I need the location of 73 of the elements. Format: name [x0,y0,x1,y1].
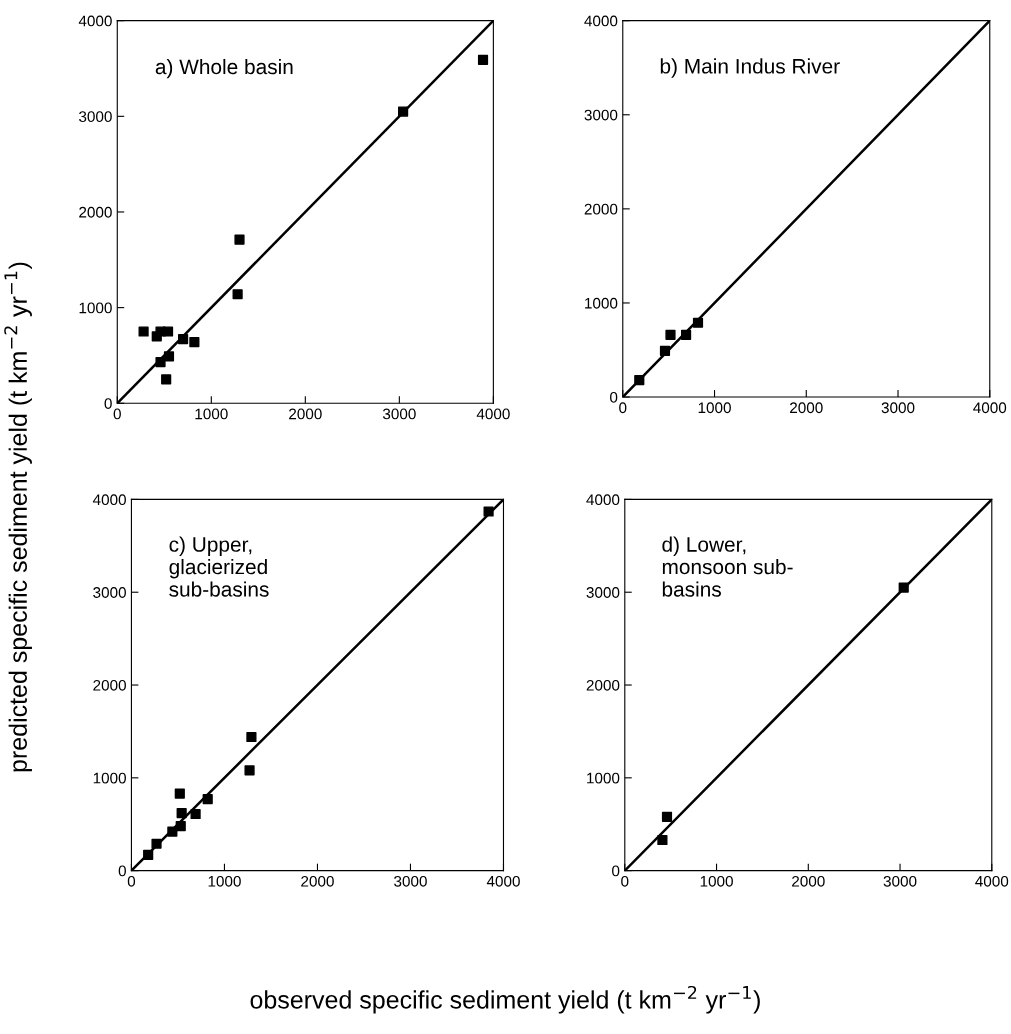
y-tick-label: 1000 [587,772,620,784]
point [665,329,676,341]
point [162,326,174,337]
point [246,731,257,743]
annotation: a) Whole basin [155,58,293,79]
point [898,582,909,593]
y-tick-label: 1000 [585,297,618,309]
y-tick-label: 3000 [584,109,618,121]
annotation: b) Main Indus River [660,58,840,78]
x-tick-label: 0 [127,875,136,887]
point [175,820,186,832]
point [659,345,671,357]
point [244,765,255,776]
y-tick-label: 4000 [586,494,620,506]
x-tick-label: 1000 [698,402,731,414]
y-tick-label: 0 [118,865,126,877]
point [202,794,213,805]
x-tick-label: 2000 [301,875,334,887]
y-tick-label: 4000 [92,494,126,506]
x-tick-label: 1000 [700,875,733,887]
y-tick-label: 3000 [586,587,620,598]
y-tick-label: 4000 [584,15,618,27]
y-axis-title: predicted specific sediment yield (t km$^{−2}$ yr$^{−1}$) [4,262,32,772]
point [143,849,154,860]
x-tick-label: 4000 [476,408,510,420]
annotation: c) Upper, glacierized sub-basins [169,536,269,597]
x-tick-label: 4000 [973,402,1007,414]
x-tick-label: 2000 [790,402,823,414]
x-tick-label: 3000 [394,875,427,887]
y-tick-label: 4000 [78,15,112,27]
point [657,834,668,846]
y-tick-label: 3000 [93,587,126,598]
point [138,326,149,337]
point [680,329,692,341]
point [483,506,494,517]
x-tick-label: 3000 [883,875,917,887]
point [189,336,200,348]
point [176,808,187,819]
y-tick-label: 2000 [584,203,618,215]
y-tick-label: 1000 [79,302,112,314]
point [174,788,185,799]
y-tick-label: 0 [610,391,618,403]
point [190,808,201,820]
x-tick-label: 4000 [975,875,1009,887]
point [161,374,172,385]
x-tick-label: 4000 [486,875,520,887]
x-axis-title: observed specific sediment yield (t km$^{−2}$ yr$^{−1}$) [250,985,760,1014]
y-tick-label: 0 [612,865,620,877]
point [398,106,409,117]
point [477,54,489,65]
x-tick-label: 2000 [289,408,322,420]
point [232,289,243,300]
y-tick-label: 2000 [586,679,620,691]
point [234,234,245,245]
x-tick-label: 0 [621,875,629,887]
x-tick-label: 2000 [792,875,825,887]
y-tick-label: 2000 [79,206,112,218]
annotation: d) Lower, monsoon sub- basins [662,536,793,597]
point [692,317,704,328]
y-tick-label: 2000 [93,679,126,691]
point [167,826,178,837]
x-tick-label: 3000 [382,408,416,420]
x-tick-label: 1000 [208,875,241,887]
x-tick-label: 3000 [881,402,915,414]
y-tick-label: 1000 [93,772,126,784]
point [163,351,175,362]
x-tick-label: 1000 [195,408,228,420]
point [634,375,645,386]
point [151,838,162,849]
y-tick-label: 3000 [79,111,112,123]
point [178,334,189,345]
point [155,357,166,368]
point [661,811,673,822]
